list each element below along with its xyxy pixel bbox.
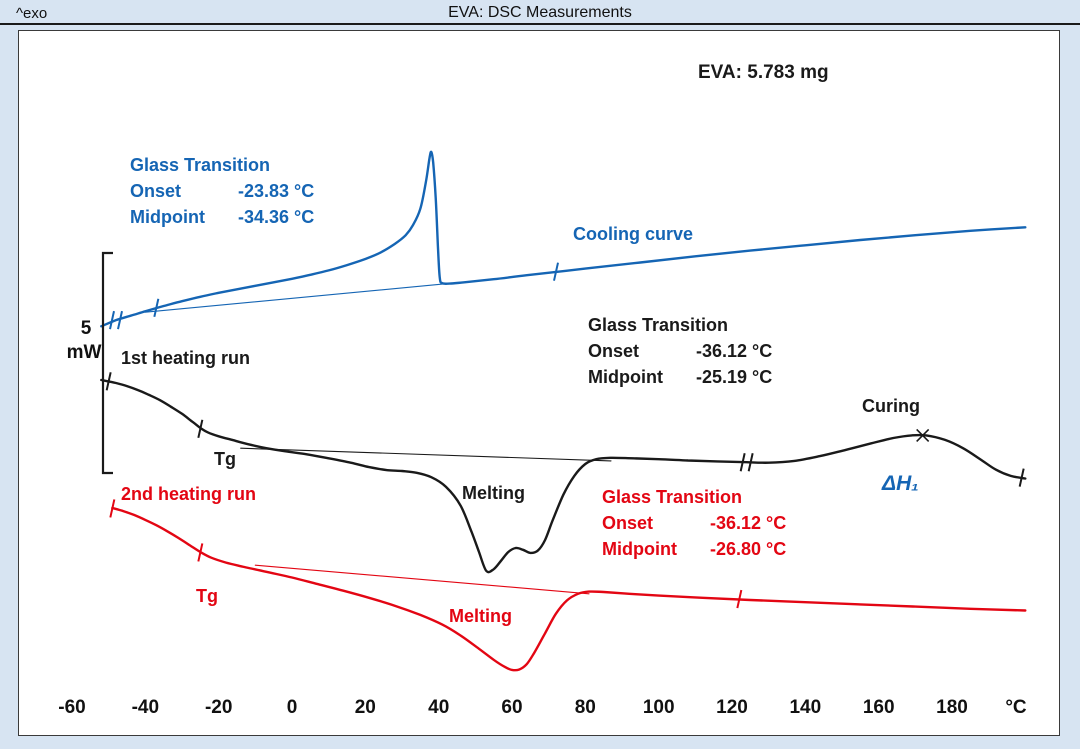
gt-onset-row: Onset -36.12 °C <box>602 510 786 536</box>
gt-midpoint-row: Midpoint -26.80 °C <box>602 536 786 562</box>
gt-onset-row: Onset -36.12 °C <box>588 338 772 364</box>
gt-onset-value: -36.12 °C <box>696 341 773 361</box>
gt-onset-label: Onset <box>130 181 182 201</box>
first-heating-run-label: 1st heating run <box>121 348 251 368</box>
melting-label-first-heating: Melting <box>462 483 525 503</box>
melting-label-second-heating: Melting <box>449 606 512 626</box>
gt-onset-row: Onset -23.83 °C <box>130 178 314 204</box>
gt-onset-value: -36.12 °C <box>710 513 787 533</box>
tg-label-first-heating: Tg <box>214 449 236 469</box>
glass-transition-annotation-cooling: Glass Transition Onset -23.83 °C Midpoin… <box>130 152 314 230</box>
header-divider <box>0 23 1080 25</box>
exo-axis-label: ^exo <box>16 5 48 22</box>
gt-midpoint-value: -25.19 °C <box>696 367 773 387</box>
gt-midpoint-row: Midpoint -25.19 °C <box>588 364 772 390</box>
gt-midpoint-label: Midpoint <box>602 539 677 559</box>
gt-title: Glass Transition <box>130 155 271 175</box>
gt-title: Glass Transition <box>602 487 743 507</box>
delta-h1-label: ΔH₁ <box>882 472 919 495</box>
gt-onset-label: Onset <box>602 513 654 533</box>
gt-onset-value: -23.83 °C <box>238 181 315 201</box>
gt-title: Glass Transition <box>588 315 729 335</box>
gt-midpoint-value: -34.36 °C <box>238 207 315 227</box>
plot-area <box>18 30 1060 736</box>
gt-midpoint-value: -26.80 °C <box>710 539 787 559</box>
page-title: EVA: DSC Measurements <box>448 4 632 21</box>
gt-midpoint-label: Midpoint <box>130 207 205 227</box>
curing-label: Curing <box>862 396 920 416</box>
glass-transition-annotation-second-heating: Glass Transition Onset -36.12 °C Midpoin… <box>602 484 786 562</box>
tg-label-second-heating: Tg <box>196 586 218 606</box>
glass-transition-annotation-first-heating: Glass Transition Onset -36.12 °C Midpoin… <box>588 312 772 390</box>
sample-mass-label: EVA: 5.783 mg <box>698 62 829 83</box>
gt-midpoint-row: Midpoint -34.36 °C <box>130 204 314 230</box>
cooling-curve-label: Cooling curve <box>573 224 694 244</box>
second-heating-run-label: 2nd heating run <box>121 484 256 504</box>
gt-onset-label: Onset <box>588 341 640 361</box>
gt-midpoint-label: Midpoint <box>588 367 663 387</box>
